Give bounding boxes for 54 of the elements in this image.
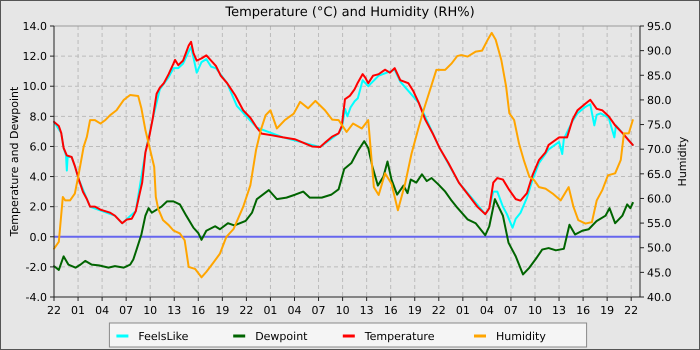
y-axis-title: Temperature and Dewpoint bbox=[8, 86, 21, 238]
y2-tick-label: 50.0 bbox=[647, 242, 672, 255]
x-tick-label: 13 bbox=[360, 304, 374, 317]
y-tick-label: 0.0 bbox=[30, 230, 47, 244]
x-tick-label: 07 bbox=[312, 304, 326, 317]
x-tick-label: 01 bbox=[71, 304, 86, 317]
y-tick-label: 12.0 bbox=[22, 50, 47, 64]
y-tick-label: 10.0 bbox=[22, 80, 47, 94]
x-tick-label: 04 bbox=[480, 304, 494, 317]
y-tick-label: 8.0 bbox=[30, 110, 47, 124]
y-tick-label: 2.0 bbox=[30, 200, 47, 214]
x-tick-label: 13 bbox=[167, 304, 182, 317]
x-tick-label: 04 bbox=[287, 304, 302, 317]
y2-tick-label: 60.0 bbox=[647, 192, 672, 206]
x-tick-label: 19 bbox=[600, 304, 614, 317]
x-tick-label: 22 bbox=[47, 304, 61, 317]
x-tick-label: 22 bbox=[432, 304, 446, 317]
y-tick-label: 14.0 bbox=[22, 20, 47, 33]
y-tick-label: 4.0 bbox=[30, 170, 47, 184]
legend-label: Humidity bbox=[496, 330, 546, 343]
y2-tick-label: 90.0 bbox=[647, 44, 672, 58]
y-tick-label: -2.0 bbox=[26, 260, 47, 274]
y2-tick-label: 75.0 bbox=[647, 118, 672, 132]
x-tick-label: 19 bbox=[408, 304, 422, 317]
x-tick-label: 16 bbox=[576, 304, 590, 317]
x-tick-label: 10 bbox=[528, 304, 542, 317]
y2-tick-label: 45.0 bbox=[647, 266, 672, 280]
y2-tick-label: 70.0 bbox=[647, 143, 672, 156]
y2-tick-label: 95.0 bbox=[647, 20, 672, 33]
x-tick-label: 01 bbox=[263, 304, 278, 317]
x-tick-label: 10 bbox=[143, 304, 158, 317]
x-tick-label: 22 bbox=[624, 304, 638, 317]
x-tick-label: 07 bbox=[504, 304, 518, 317]
y2-tick-label: 80.0 bbox=[647, 94, 672, 107]
y-tick-label: 6.0 bbox=[30, 140, 47, 154]
x-tick-label: 07 bbox=[119, 304, 134, 317]
y2-tick-label: 40.0 bbox=[647, 291, 672, 304]
y2-axis-title: Humidity bbox=[676, 136, 689, 186]
x-tick-label: 16 bbox=[191, 304, 206, 317]
y-tick-label: -4.0 bbox=[26, 291, 47, 304]
legend-label: Dewpoint bbox=[255, 330, 308, 343]
x-tick-label: 13 bbox=[552, 304, 566, 317]
x-tick-label: 22 bbox=[239, 304, 254, 317]
y2-tick-label: 55.0 bbox=[647, 217, 672, 230]
y2-tick-label: 85.0 bbox=[647, 69, 672, 82]
chart-title: Temperature (°C) and Humidity (RH%) bbox=[224, 5, 475, 20]
x-tick-label: 16 bbox=[384, 304, 398, 317]
x-tick-label: 10 bbox=[336, 304, 350, 317]
legend-label: Temperature bbox=[364, 330, 435, 343]
x-tick-label: 19 bbox=[215, 304, 230, 317]
x-tick-label: 04 bbox=[95, 304, 110, 317]
legend-label: FeelsLike bbox=[138, 330, 189, 343]
x-tick-label: 01 bbox=[456, 304, 470, 317]
y2-tick-label: 65.0 bbox=[647, 168, 672, 181]
